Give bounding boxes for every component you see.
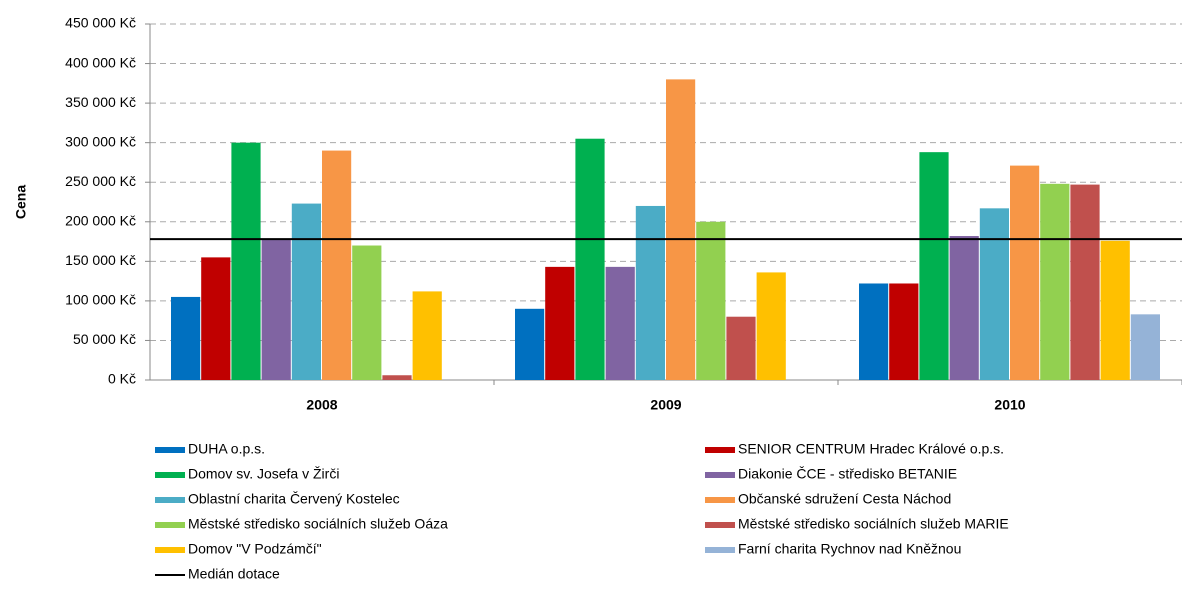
bar (382, 375, 412, 380)
legend-swatch (705, 472, 735, 478)
bar (575, 138, 605, 380)
bar (545, 266, 575, 380)
bar (696, 221, 726, 380)
bar (1010, 165, 1040, 380)
legend-label: Městské středisko sociálních služeb Oáza (188, 516, 448, 532)
bar (756, 272, 786, 380)
legend-swatch (705, 447, 735, 453)
legend-swatch (155, 522, 185, 528)
y-tick-label: 250 000 Kč (65, 173, 136, 189)
legend-label: SENIOR CENTRUM Hradec Králové o.p.s. (738, 441, 1004, 457)
x-tick-label: 2010 (994, 397, 1025, 413)
bar (412, 291, 442, 380)
y-tick-label: 300 000 Kč (65, 133, 136, 149)
bar (261, 239, 291, 380)
legend-label: Medián dotace (188, 566, 280, 582)
bar (949, 236, 979, 380)
y-axis-label: Cena (13, 185, 29, 219)
legend-swatch (705, 522, 735, 528)
x-tick-label: 2008 (306, 397, 337, 413)
legend-label: Městské středisko sociálních služeb MARI… (738, 516, 1009, 532)
bar (859, 283, 889, 380)
legend-label: Domov sv. Josefa v Žirči (188, 466, 339, 482)
legend-swatch (705, 547, 735, 553)
bar (322, 150, 352, 380)
bar (515, 308, 545, 380)
legend-label: Oblastní charita Červený Kostelec (188, 491, 400, 507)
bar (919, 152, 949, 380)
bar (171, 296, 201, 380)
y-tick-label: 0 Kč (108, 371, 136, 387)
bar (979, 208, 1009, 380)
y-tick-label: 200 000 Kč (65, 212, 136, 228)
legend-label: Domov "V Podzámčí" (188, 541, 322, 557)
y-tick-label: 450 000 Kč (65, 15, 136, 31)
bar (291, 203, 321, 380)
y-tick-label: 350 000 Kč (65, 94, 136, 110)
bar (352, 245, 382, 380)
legend-label: Občanské sdružení Cesta Náchod (738, 491, 951, 507)
legend-swatch (155, 447, 185, 453)
legend-label: Farní charita Rychnov nad Kněžnou (738, 541, 961, 557)
legend-label: DUHA o.p.s. (188, 441, 265, 457)
y-tick-label: 50 000 Kč (73, 331, 136, 347)
bar (1070, 184, 1100, 380)
y-tick-label: 100 000 Kč (65, 292, 136, 308)
x-tick-label: 2009 (650, 397, 681, 413)
bar (889, 283, 919, 380)
legend-swatch (155, 497, 185, 503)
legend-label: Diakonie ČCE - středisko BETANIE (738, 466, 957, 482)
bar (1130, 314, 1160, 380)
legend-swatch (705, 497, 735, 503)
bar (201, 257, 231, 380)
bar (1040, 183, 1070, 380)
y-tick-label: 150 000 Kč (65, 252, 136, 268)
legend-swatch (155, 472, 185, 478)
bar (1100, 240, 1130, 380)
bar (605, 266, 635, 380)
bar (666, 79, 696, 380)
bar (635, 205, 665, 380)
bar (726, 316, 756, 380)
bar (231, 142, 261, 380)
y-tick-label: 400 000 Kč (65, 54, 136, 70)
legend-swatch (155, 547, 185, 553)
